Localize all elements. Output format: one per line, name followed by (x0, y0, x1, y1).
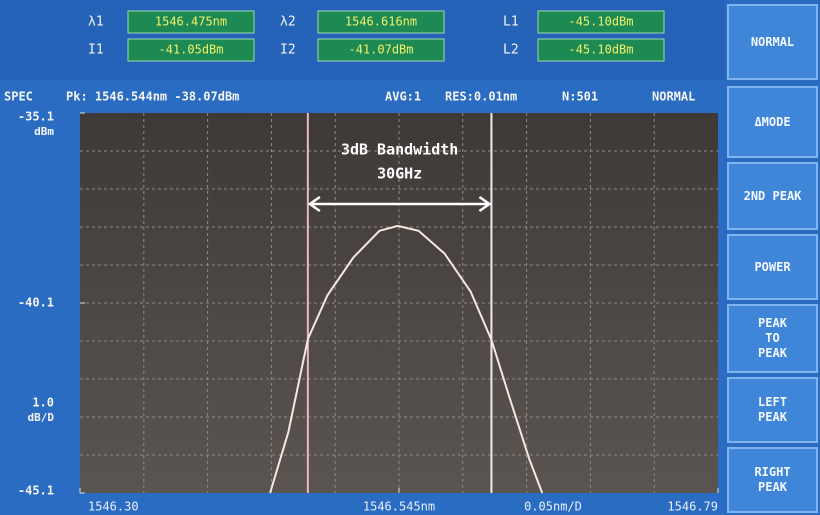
status-text: SPEC (4, 90, 33, 104)
menu-button[interactable]: POWER (727, 234, 818, 300)
menu-button[interactable]: LEFT PEAK (727, 377, 818, 443)
y-scale: 1.0 (32, 396, 54, 410)
menu-button[interactable]: PEAK TO PEAK (727, 304, 818, 373)
readout-value: 1546.616nm (345, 15, 417, 29)
y-tick-label: -45.1 (18, 484, 54, 498)
y-unit: dBm (34, 125, 54, 138)
x-scale: 0.05nm/D (524, 500, 582, 514)
analyzer-screen: λ1 1546.475nm λ2 1546.616nm L1 -45.10dBm I1 -41… (0, 0, 820, 515)
status-text: AVG:1 (385, 90, 421, 104)
x-tick-label: 1546.545nm (363, 500, 435, 514)
readout-label: I1 (88, 43, 104, 58)
readout-label: λ2 (280, 15, 296, 30)
readout-label: L2 (503, 43, 519, 58)
annotation: 3dB Bandwidth (341, 141, 458, 159)
readout-value: 1546.475nm (155, 15, 227, 29)
readout-label: λ1 (88, 15, 104, 30)
menu-button[interactable]: NORMAL (727, 4, 818, 80)
y-tick-label: -40.1 (18, 296, 54, 310)
annotation: 30GHz (377, 165, 422, 183)
y-tick-label: -35.1 (18, 110, 54, 124)
x-tick-label: 1546.30 (88, 500, 139, 514)
readout-label: I2 (280, 43, 296, 58)
readout-value: -45.10dBm (568, 15, 633, 29)
readout-value: -41.05dBm (158, 43, 223, 57)
status-text: N:501 (562, 90, 598, 104)
status-text: Pk: 1546.544nm -38.07dBm (66, 90, 239, 104)
menu-button[interactable]: ΔMODE (727, 86, 818, 158)
readout-label: L1 (503, 15, 519, 30)
readout-value: -45.10dBm (568, 43, 633, 57)
status-text: NORMAL (652, 90, 695, 104)
y-scale-unit: dB/D (28, 411, 55, 424)
menu-button[interactable]: RIGHT PEAK (727, 447, 818, 513)
x-tick-label: 1546.79 (667, 500, 718, 514)
status-text: RES:0.01nm (445, 90, 517, 104)
menu-button[interactable]: 2ND PEAK (727, 162, 818, 230)
display: λ1 1546.475nm λ2 1546.616nm L1 -45.10dBm I1 -41… (0, 0, 820, 515)
readout-value: -41.07dBm (348, 43, 413, 57)
